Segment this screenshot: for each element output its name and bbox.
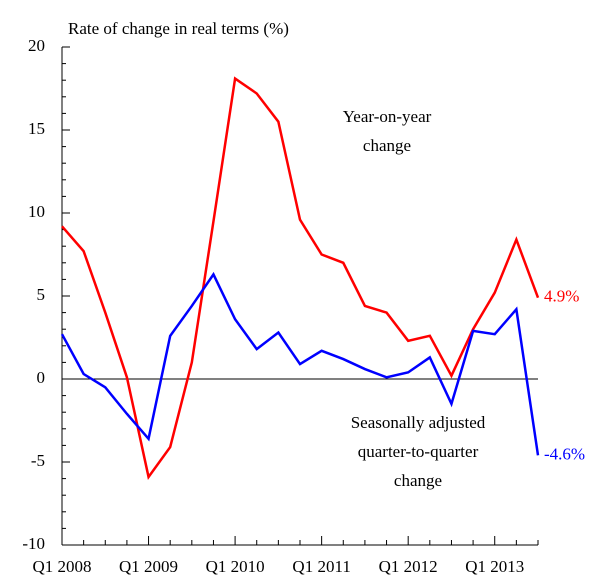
- value-label: 4.9%: [544, 287, 579, 306]
- annotation: change: [394, 471, 442, 490]
- annotation: Seasonally adjusted: [351, 413, 486, 432]
- x-tick-label: Q1 2013: [465, 557, 524, 576]
- x-tick-label: Q1 2010: [206, 557, 265, 576]
- value-label: -4.6%: [544, 444, 585, 463]
- y-tick-label: 5: [37, 285, 46, 304]
- annotation: change: [363, 136, 411, 155]
- x-tick-label: Q1 2012: [379, 557, 438, 576]
- y-tick-label: 15: [28, 119, 45, 138]
- y-tick-label: 0: [37, 368, 46, 387]
- x-tick-label: Q1 2009: [119, 557, 178, 576]
- x-tick-label: Q1 2008: [32, 557, 91, 576]
- y-tick-label: -5: [31, 451, 45, 470]
- annotation: quarter-to-quarter: [358, 442, 479, 461]
- y-tick-label: 10: [28, 202, 45, 221]
- y-tick-label: 20: [28, 36, 45, 55]
- series-line: [60, 271, 540, 456]
- y-tick-label: -10: [22, 534, 45, 553]
- annotation: Year-on-year: [343, 107, 432, 126]
- chart-title: Rate of change in real terms (%): [68, 19, 289, 38]
- x-tick-label: Q1 2011: [292, 557, 350, 576]
- series-line: [61, 76, 540, 480]
